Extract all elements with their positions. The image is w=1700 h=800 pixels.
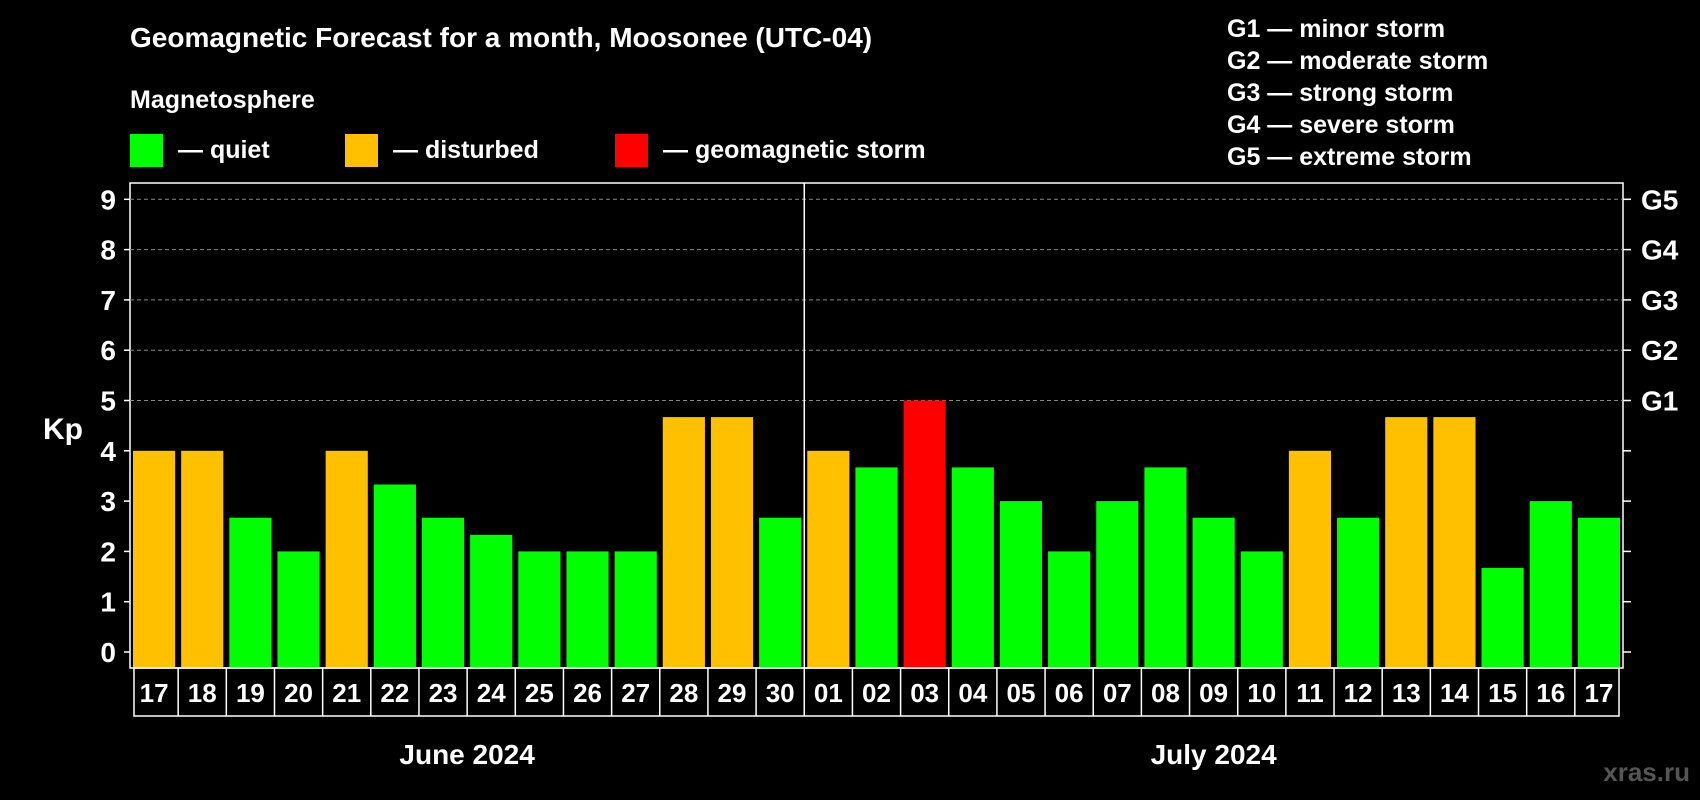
x-tick-label: 09 <box>1199 678 1228 708</box>
bar <box>229 517 272 668</box>
x-tick-label: 17 <box>140 678 169 708</box>
bar <box>421 517 465 668</box>
x-tick-label: 23 <box>429 678 458 708</box>
x-tick-label: 12 <box>1344 678 1373 708</box>
x-tick-label: 11 <box>1296 678 1324 708</box>
bar <box>277 551 320 668</box>
x-tick-label: 22 <box>380 678 409 708</box>
bar <box>470 534 513 668</box>
legend-label: — quiet <box>178 136 270 164</box>
g-level-label: G4 <box>1641 235 1679 266</box>
bar <box>181 450 224 668</box>
x-tick-label: 03 <box>910 678 939 708</box>
bar <box>855 467 898 668</box>
x-tick-label: 29 <box>718 678 747 708</box>
storm-scale-item: G4 — severe storm <box>1227 111 1455 139</box>
bar <box>614 551 657 668</box>
bar <box>1529 501 1572 668</box>
legend-heading: Magnetosphere <box>130 86 315 114</box>
bar <box>1144 467 1187 668</box>
y-tick-label: 9 <box>100 184 116 215</box>
chart-title: Geomagnetic Forecast for a month, Mooson… <box>130 22 872 53</box>
storm-scale-item: G2 — moderate storm <box>1227 47 1488 75</box>
storm-scale-legend: G1 — minor storm G2 — moderate storm G3 — … <box>1227 15 1488 171</box>
bar <box>1048 551 1091 668</box>
y-tick-label: 0 <box>100 637 116 668</box>
legend-label: — disturbed <box>393 136 539 164</box>
x-tick-label: 10 <box>1247 678 1276 708</box>
y-tick-label: 3 <box>100 486 116 517</box>
x-tick-label: 15 <box>1488 678 1517 708</box>
x-tick-label: 08 <box>1151 678 1180 708</box>
bar <box>1096 501 1139 668</box>
legend-swatch <box>130 134 163 167</box>
x-tick-label: 17 <box>1584 678 1613 708</box>
x-tick-label: 28 <box>669 678 698 708</box>
legend: — quiet — disturbed — geomagnetic storm <box>130 134 926 167</box>
x-tick-label: 20 <box>284 678 313 708</box>
x-tick-label: 06 <box>1055 678 1084 708</box>
x-tick-label: 04 <box>958 678 987 708</box>
bar <box>1433 417 1476 668</box>
date-row-frame <box>133 667 1620 717</box>
x-tick-label: 02 <box>862 678 891 708</box>
bar <box>325 450 368 668</box>
storm-scale-item: G5 — extreme storm <box>1227 143 1472 171</box>
x-tick-label: 13 <box>1392 678 1421 708</box>
bar <box>1240 551 1283 668</box>
g-level-label: G2 <box>1641 335 1678 366</box>
bar <box>807 450 850 668</box>
bar <box>710 417 754 668</box>
y-tick-label: 2 <box>100 536 116 567</box>
y-tick-label: 5 <box>100 386 116 417</box>
storm-scale-item: G1 — minor storm <box>1227 15 1445 43</box>
x-tick-label: 16 <box>1536 678 1565 708</box>
bar <box>903 400 946 668</box>
x-tick-label: 25 <box>525 678 554 708</box>
x-tick-label: 01 <box>814 678 843 708</box>
bar <box>999 501 1043 668</box>
y-tick-label: 1 <box>100 587 116 618</box>
x-tick-label: 05 <box>1007 678 1036 708</box>
bar <box>1481 567 1524 668</box>
g-level-label: G5 <box>1641 184 1678 215</box>
y-tick-label: 7 <box>100 285 116 316</box>
month-label: July 2024 <box>1151 739 1278 770</box>
y-tick-label: 6 <box>100 335 116 366</box>
watermark: xras.ru <box>1603 757 1690 787</box>
y-tick-label: 8 <box>100 235 116 266</box>
x-tick-label: 26 <box>573 678 602 708</box>
bar <box>1288 450 1332 668</box>
bar <box>951 467 994 668</box>
x-tick-label: 19 <box>236 678 265 708</box>
x-tick-label: 14 <box>1440 678 1469 708</box>
bar <box>373 484 416 668</box>
bar <box>518 551 561 668</box>
y-tick-label: 4 <box>100 436 116 467</box>
legend-label: — geomagnetic storm <box>663 136 926 164</box>
legend-swatch <box>345 134 378 167</box>
bar <box>1385 417 1428 668</box>
x-tick-label: 21 <box>332 678 361 708</box>
bar <box>133 450 176 668</box>
storm-scale-item: G3 — strong storm <box>1227 79 1453 107</box>
bar <box>1577 517 1620 668</box>
x-tick-label: 07 <box>1103 678 1132 708</box>
bar <box>1192 517 1235 668</box>
g-level-label: G3 <box>1641 285 1678 316</box>
y-axis-label: Kp <box>43 413 83 446</box>
bar <box>1337 517 1380 668</box>
x-tick-label: 27 <box>621 678 650 708</box>
bar <box>662 417 705 668</box>
g-level-label: G1 <box>1641 386 1678 417</box>
x-tick-label: 30 <box>766 678 795 708</box>
x-tick-label: 24 <box>477 678 506 708</box>
bar <box>566 551 609 668</box>
bar <box>759 517 802 668</box>
x-tick-label: 18 <box>188 678 217 708</box>
month-label: June 2024 <box>399 739 535 770</box>
legend-swatch <box>615 134 648 167</box>
